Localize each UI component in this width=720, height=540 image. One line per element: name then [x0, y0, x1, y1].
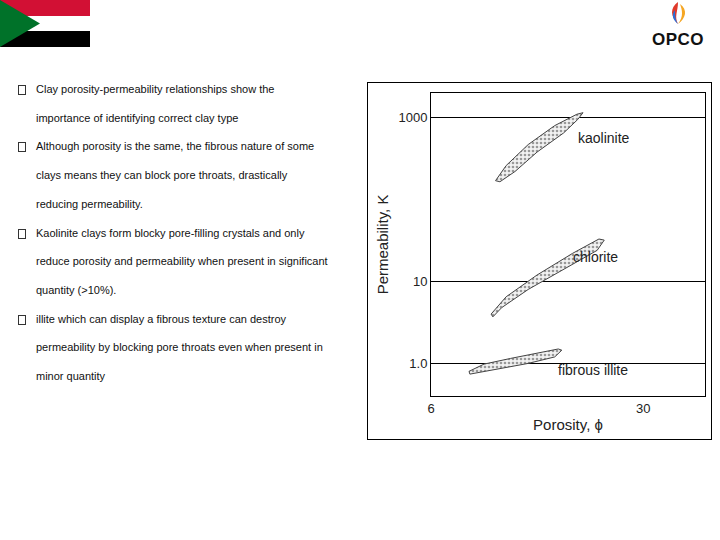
svg-text:1.0: 1.0 [409, 356, 427, 371]
html-text:OPCO: OPCO [652, 30, 704, 49]
html-text:illite which can display a fib: illite which can display a fibrous textu… [36, 312, 287, 325]
svg-text:kaolinite: kaolinite [578, 130, 630, 146]
html-text:importance of identifying corr: importance of identifying correct clay t… [36, 111, 239, 124]
html-text:reducing permeability.: reducing permeability. [36, 197, 143, 210]
svg-text:1000: 1000 [398, 110, 427, 125]
svg-text:6: 6 [427, 401, 434, 416]
html-text:Clay porosity-permeability rel: Clay porosity-permeability relationships… [36, 83, 275, 95]
svg-text:30: 30 [636, 401, 650, 416]
svg-text:chlorite: chlorite [573, 249, 618, 265]
svg-text:Permeability, K: Permeability, K [374, 195, 391, 295]
svg-text:10: 10 [413, 274, 427, 289]
html-text:Although porosity is the same,: Although porosity is the same, the fibro… [36, 140, 315, 153]
html-text:reduce porosity and permeabili: reduce porosity and permeability when pr… [36, 255, 328, 268]
html-text:Kaolinite clays form blocky po: Kaolinite clays form blocky pore-filling… [36, 226, 305, 239]
html-text:clays means they can block por: clays means they can block pore throats,… [36, 169, 288, 182]
html-text:minor quantity: minor quantity [36, 370, 106, 382]
html-text:quantity (>10%).: quantity (>10%). [36, 283, 117, 296]
svg-text:fibrous illite: fibrous illite [558, 362, 628, 378]
html-text:permeability by blocking pore: permeability by blocking pore throats ev… [36, 341, 323, 354]
svg-text:Porosity, ϕ: Porosity, ϕ [533, 416, 603, 433]
